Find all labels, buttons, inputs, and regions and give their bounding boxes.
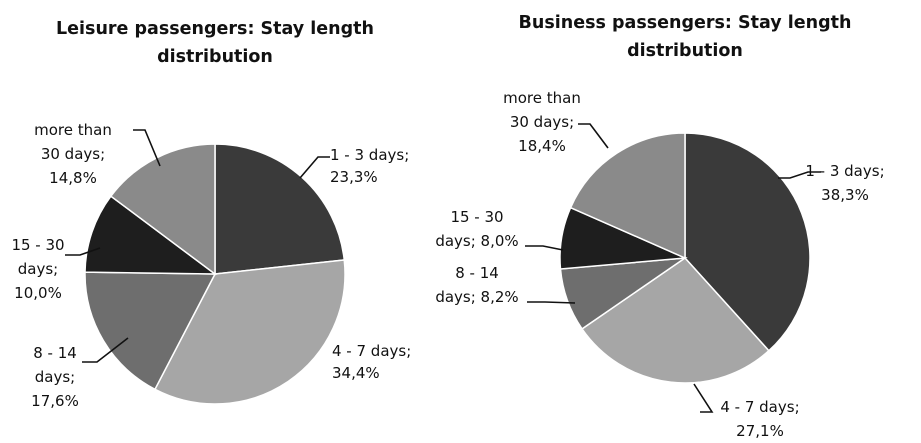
slice-label-line: 8 - 14 [455,264,499,282]
slice-label: 4 - 7 days; 27,1% [720,398,799,440]
slice-label-line: 18,4% [518,137,566,155]
leader-line [525,245,564,251]
pie-slice [84,195,218,275]
chart-title-line: Leisure passengers: Stay length [56,19,374,39]
slice-label: 4 - 7 days; 34,4% [332,342,411,382]
slice-label-line: days; 8,2% [435,288,518,306]
slice-label-line: 1 - 3 days; [805,162,884,180]
slice-label-line: 8 - 14 [33,344,77,362]
slice-label: 15 - 30 days; 10,0% [11,236,64,302]
leader-line [578,123,609,149]
slice-label-line: days; 8,0% [435,232,518,250]
leader-line [778,171,821,179]
leader-line [133,129,161,167]
slice-label: more than 30 days; 14,8% [34,121,112,187]
slice-label: 8 - 14 days; 8,2% [435,264,518,306]
slice-label-line: 30 days; [41,145,105,163]
slice-label-line: 4 - 7 days; [332,342,411,360]
chart-title-line: Business passengers: Stay length [519,13,852,33]
slice-label: 8 - 14 days; 17,6% [31,344,79,410]
pie-slice [153,259,346,405]
slice-label-line: more than [503,89,581,107]
slice-label-line: 38,3% [821,186,869,204]
slice-label: more than 30 days; 18,4% [503,89,581,155]
slice-label-line: 15 - 30 [11,236,64,254]
slice-label-line: 1 - 3 days; [330,146,409,164]
slice-label-line: more than [34,121,112,139]
chart-title-line: distribution [627,41,743,61]
leader-line [527,301,576,304]
slice-label-line: 10,0% [14,284,62,302]
slice-label-line: 14,8% [49,169,97,187]
chart-title: Business passengers: Stay length distribu… [519,13,852,61]
slice-label-line: 17,6% [31,392,79,410]
slice-label-line: 30 days; [510,113,574,131]
slice-label: 15 - 30 days; 8,0% [435,208,518,250]
leisure-pie-chart: Leisure passengers: Stay length distribut… [11,19,411,410]
slice-label: 1 - 3 days; 23,3% [330,146,409,186]
leader-line [693,383,714,413]
business-pie-chart: Business passengers: Stay length distribu… [435,13,884,440]
slice-label-line: 34,4% [332,364,380,382]
slice-label: 1 - 3 days; 38,3% [805,162,884,204]
pie-slice [581,257,770,384]
pie-slice [569,132,686,260]
pie-slice [684,132,811,352]
slice-label-line: 15 - 30 [450,208,503,226]
chart-title: Leisure passengers: Stay length distribut… [56,19,374,67]
slice-label-line: days; [18,260,58,278]
slice-label-line: 27,1% [736,422,784,440]
pie-slice [214,143,346,275]
leader-line [299,156,330,179]
pie-slice [84,271,217,391]
slice-label-line: 4 - 7 days; [720,398,799,416]
chart-title-line: distribution [157,47,273,67]
leader-line [65,247,101,256]
slice-label-line: 23,3% [330,168,378,186]
slice-label-line: days; [35,368,75,386]
leader-line [82,337,129,363]
